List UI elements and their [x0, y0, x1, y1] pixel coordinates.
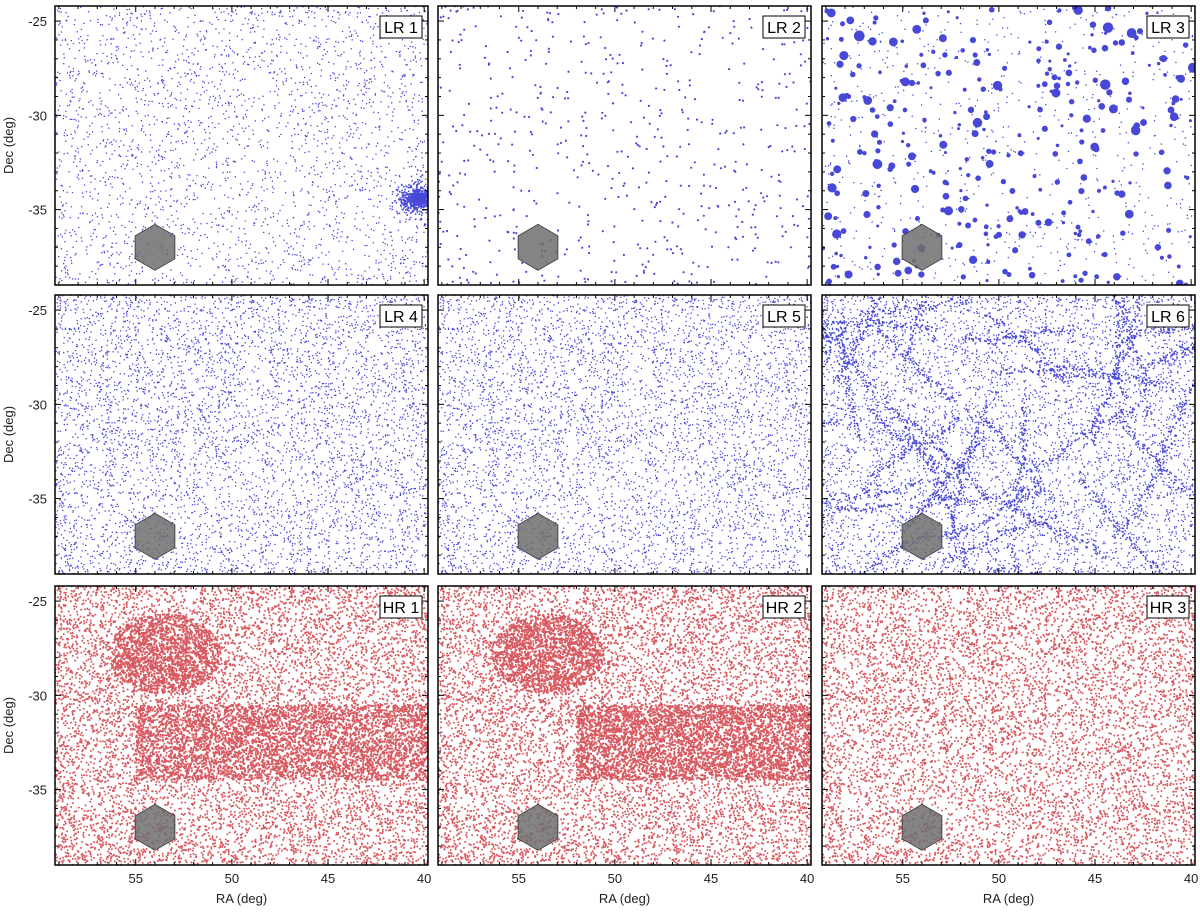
panel-label: HR 3 [1147, 596, 1189, 618]
y-tick-label: -30 [28, 397, 47, 412]
panel-lr-1: LR 1 -25 -30 -35 Dec (deg) [1, 5, 464, 285]
panel-hr-1: HR 1 -25 -30 -35 Dec (deg) 55 50 45 40 RA (deg) [1, 585, 431, 906]
panel-label: LR 3 [1147, 16, 1189, 38]
y-tick-label: -25 [28, 303, 47, 318]
x-tick-label: 45 [704, 871, 718, 886]
y-axis-label: Dec (deg) [1, 406, 16, 463]
panel-label-text: HR 3 [1150, 600, 1187, 617]
panel-label-text: LR 1 [384, 20, 418, 37]
panel-label-text: LR 6 [1151, 309, 1185, 326]
x-tick-label: 50 [992, 871, 1006, 886]
panel-lr-2: LR 2 [438, 5, 812, 285]
panel-lr-3: LR 3 [821, 4, 1198, 287]
x-tick-label: 50 [225, 871, 239, 886]
panel-label: LR 5 [763, 305, 805, 327]
y-axis-label: Dec (deg) [1, 117, 16, 174]
x-tick-label: 55 [129, 871, 143, 886]
panel-hr-2: HR 2 55 50 45 40 RA (deg) [437, 585, 814, 906]
panel-lr-5: LR 5 [437, 294, 811, 574]
y-tick-label: -30 [28, 688, 47, 703]
panel-lr-4: LR 4 -25 -30 -35 Dec (deg) [1, 294, 429, 574]
panel-label: LR 4 [380, 305, 422, 327]
y-tick-label: -35 [28, 492, 47, 507]
panel-label-text: LR 3 [1151, 20, 1185, 37]
x-tick-label: 40 [417, 871, 431, 886]
panel-hr-3: HR 3 55 50 45 40 RA (deg) [821, 585, 1198, 906]
x-tick-label: 45 [321, 871, 335, 886]
panel-label: LR 6 [1147, 305, 1189, 327]
panel-label: HR 1 [380, 596, 422, 618]
y-tick-label: -35 [28, 203, 47, 218]
panel-label-text: HR 2 [766, 600, 803, 617]
x-axis-label: RA (deg) [983, 891, 1034, 906]
panel-label-text: LR 4 [384, 309, 418, 326]
x-tick-label: 55 [896, 871, 910, 886]
panel-label: HR 2 [763, 596, 805, 618]
y-axis-label: Dec (deg) [1, 697, 16, 754]
panel-label: LR 1 [380, 16, 422, 38]
panel-label: LR 2 [763, 16, 805, 38]
x-tick-label: 45 [1088, 871, 1102, 886]
y-tick-label: -25 [28, 14, 47, 29]
x-tick-label: 55 [512, 871, 526, 886]
x-tick-label: 50 [608, 871, 622, 886]
y-tick-label: -35 [28, 783, 47, 798]
y-tick-label: -25 [28, 594, 47, 609]
x-axis-label: RA (deg) [216, 891, 267, 906]
panel-label-text: HR 1 [383, 600, 420, 617]
x-tick-label: 40 [800, 871, 814, 886]
y-tick-label: -30 [28, 108, 47, 123]
panel-label-text: LR 5 [767, 309, 801, 326]
x-axis-label: RA (deg) [599, 891, 650, 906]
x-tick-label: 40 [1184, 871, 1198, 886]
panel-label-text: LR 2 [767, 20, 801, 37]
